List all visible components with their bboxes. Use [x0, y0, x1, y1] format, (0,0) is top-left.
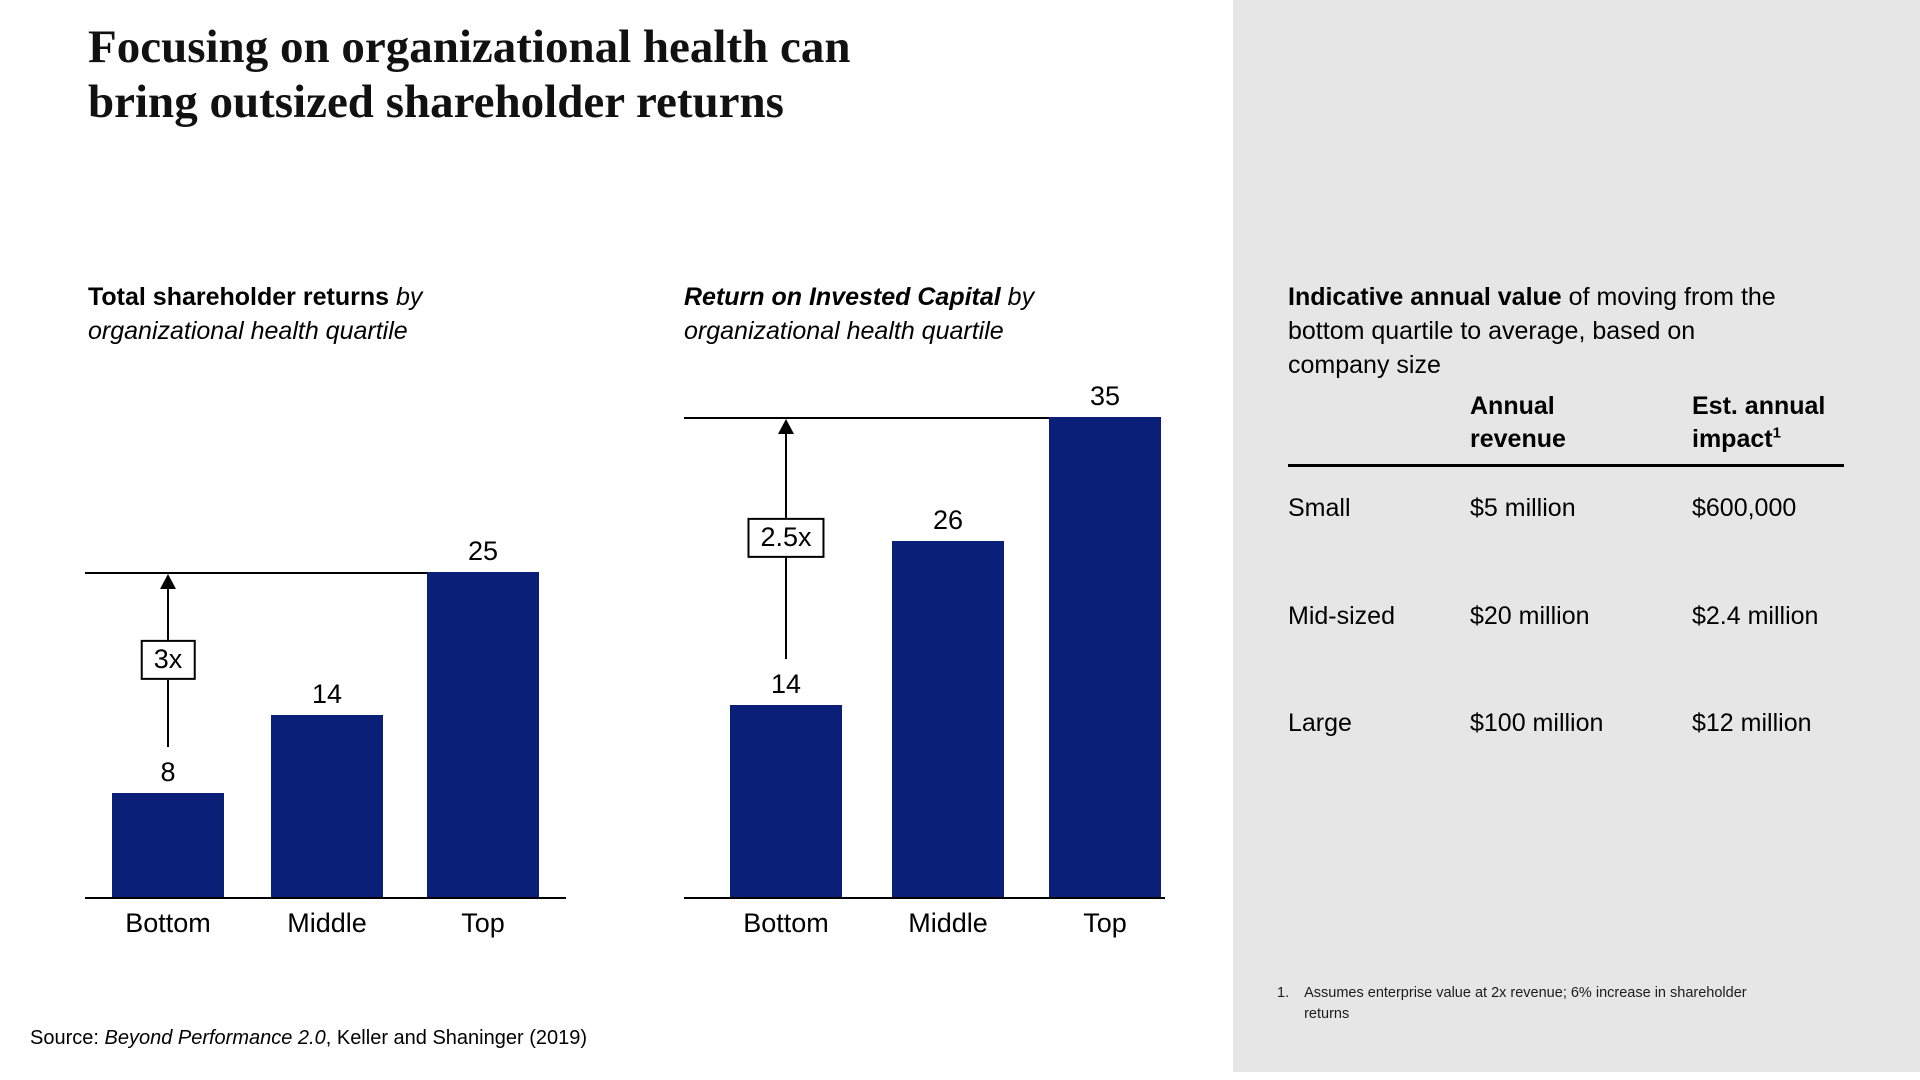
bar-value-label: 14 [770, 669, 802, 699]
row-impact: $2.4 million [1692, 602, 1819, 630]
arrow-up-icon [778, 419, 794, 434]
source-book-title: Beyond Performance 2.0 [104, 1027, 326, 1049]
multiplier-badge: 3x [140, 639, 196, 680]
slide-title: Focusing on organizational health can br… [88, 21, 851, 128]
table-row: Mid-sized $20 million $2.4 million [1288, 601, 1844, 631]
table-row: Small $5 million $600,000 [1288, 493, 1844, 523]
source-prefix: Source: [30, 1027, 105, 1049]
row-revenue: $100 million [1470, 709, 1604, 737]
category-label: Middle [908, 908, 988, 938]
bar [730, 705, 842, 897]
footnote-text: Assumes enterprise value at 2x revenue; … [1304, 985, 1747, 1023]
row-revenue: $5 million [1470, 494, 1576, 522]
row-label: Small [1288, 494, 1351, 522]
bar-value-label: 35 [1089, 381, 1121, 411]
side-panel-heading-bold: Indicative annual value [1288, 283, 1562, 311]
footnote-marker: 1 [1772, 424, 1781, 442]
bar-value-label: 26 [932, 505, 964, 535]
chart-return-on-invested-capital: 14 Bottom 26 Middle 35 Top 2.5x [684, 327, 1165, 937]
table-header-impact-text: Est. annual impact [1692, 392, 1826, 453]
bar [427, 572, 539, 897]
bar-value-label: 14 [311, 679, 343, 709]
table-header-spacer [1288, 390, 1470, 455]
table-header-annual-revenue: Annual revenue [1470, 392, 1566, 453]
row-impact: $12 million [1692, 709, 1812, 737]
category-label: Bottom [743, 908, 829, 938]
category-label: Top [461, 908, 505, 938]
reference-line [684, 417, 1161, 419]
chart1-header-rest: by organizational health quartile [88, 283, 423, 345]
chart-total-shareholder-returns: 8 Bottom 14 Middle 25 Top 3x [85, 327, 566, 937]
table-header-rule [1288, 464, 1844, 467]
side-panel-heading: Indicative annual value of moving from t… [1288, 246, 1848, 382]
side-panel-background [1233, 0, 1920, 1072]
row-label: Large [1288, 709, 1352, 737]
table-row: Large $100 million $12 million [1288, 708, 1844, 738]
value-table-header-row: Annual revenue Est. annual impact1 [1288, 390, 1844, 455]
footnote-number: 1. [1277, 985, 1290, 1001]
category-label: Top [1083, 908, 1127, 938]
source-suffix: , Keller and Shaninger (2019) [325, 1027, 588, 1049]
footnote: 1. Assumes enterprise value at 2x revenu… [1277, 983, 1817, 1025]
row-label: Mid-sized [1288, 602, 1395, 630]
bar-value-label: 8 [160, 757, 176, 787]
bar-value-label: 25 [467, 536, 499, 566]
arrow-up-icon [160, 574, 176, 589]
side-panel-heading-rest: of moving from the bottom quartile to av… [1288, 283, 1776, 379]
chart1-header-bold: Total shareholder returns [88, 283, 389, 311]
table-header-est-annual-impact: Est. annual impact1 [1692, 390, 1844, 455]
category-label: Bottom [125, 908, 211, 938]
chart1-header: Total shareholder returns by organizatio… [88, 246, 528, 348]
row-impact: $600,000 [1692, 494, 1797, 522]
chart2-header-rest: by organizational health quartile [684, 283, 1035, 345]
category-label: Middle [287, 908, 367, 938]
bar [1049, 417, 1161, 897]
bar [112, 793, 224, 897]
reference-line [85, 572, 539, 574]
value-table: Annual revenue Est. annual impact1 Small… [1288, 390, 1844, 737]
chart2-header: Return on Invested Capital by organizati… [684, 246, 1124, 348]
bar [271, 715, 383, 897]
bar [892, 541, 1004, 897]
chart2-header-bold: Return on Invested Capital [684, 283, 1001, 311]
multiplier-badge: 2.5x [747, 518, 825, 558]
source-line: Source: Beyond Performance 2.0, Keller a… [30, 1027, 587, 1050]
row-revenue: $20 million [1470, 602, 1590, 630]
